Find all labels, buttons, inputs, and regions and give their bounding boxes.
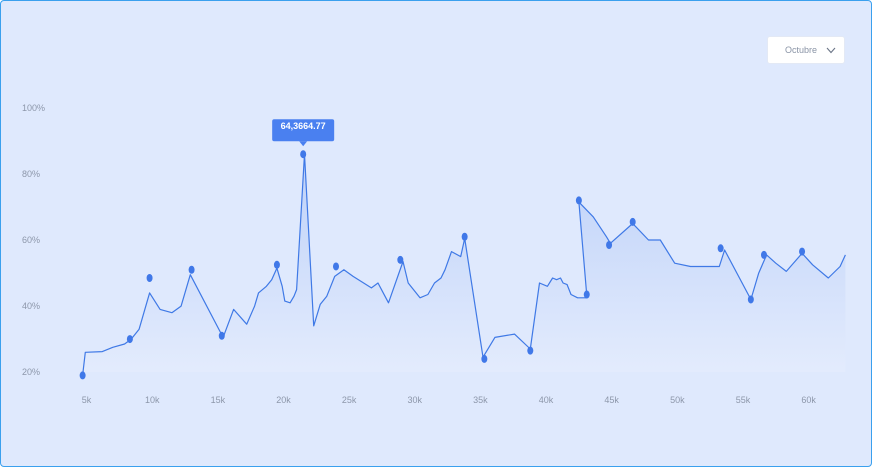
data-point[interactable] bbox=[126, 335, 133, 344]
tooltip-pointer bbox=[299, 141, 308, 147]
y-tick-label: 80% bbox=[22, 169, 40, 179]
tooltip-layer: 64,3664.77 bbox=[272, 119, 335, 147]
x-tick-label: 45k bbox=[604, 395, 619, 405]
tooltip: 64,3664.77 bbox=[272, 119, 335, 147]
y-tick-label: 20% bbox=[22, 367, 40, 377]
data-point[interactable] bbox=[146, 274, 153, 283]
month-dropdown-label: Octubre bbox=[785, 45, 818, 55]
x-tick-label: 60k bbox=[801, 395, 816, 405]
month-dropdown[interactable]: Octubre bbox=[767, 36, 845, 64]
y-tick-label: 100% bbox=[22, 103, 45, 113]
x-tick-label: 5k bbox=[82, 395, 92, 405]
data-point[interactable] bbox=[273, 260, 280, 269]
data-point[interactable] bbox=[333, 262, 339, 271]
tooltip-box bbox=[272, 119, 335, 142]
series-line bbox=[82, 153, 846, 376]
x-tick-label: 30k bbox=[408, 395, 423, 405]
x-axis: 5k 10k 15k 20k 25k 30k 35k 40k 45k 50k 55k 60k bbox=[82, 395, 817, 405]
data-point[interactable] bbox=[575, 196, 582, 205]
x-tick-label: 15k bbox=[211, 395, 226, 405]
data-point[interactable] bbox=[799, 247, 806, 256]
data-point[interactable] bbox=[760, 250, 767, 259]
data-point[interactable] bbox=[481, 354, 488, 363]
data-point[interactable] bbox=[79, 371, 86, 380]
series-markers bbox=[79, 150, 806, 380]
y-axis: 20% 40% 60% 80% 100% bbox=[22, 103, 45, 377]
data-point[interactable] bbox=[717, 244, 724, 253]
data-point[interactable] bbox=[397, 255, 404, 264]
data-point[interactable] bbox=[461, 232, 468, 241]
data-point[interactable] bbox=[747, 295, 754, 304]
data-point[interactable] bbox=[188, 265, 195, 274]
x-tick-label: 55k bbox=[736, 395, 751, 405]
x-tick-label: 35k bbox=[473, 395, 488, 405]
x-tick-label: 50k bbox=[670, 395, 685, 405]
y-tick-label: 60% bbox=[22, 235, 40, 245]
data-point[interactable] bbox=[218, 331, 225, 340]
x-tick-label: 20k bbox=[276, 395, 291, 405]
y-tick-label: 40% bbox=[22, 301, 40, 311]
tooltip-text: 64,3664.77 bbox=[281, 121, 326, 131]
chevron-down-icon bbox=[826, 47, 836, 54]
x-tick-label: 10k bbox=[145, 395, 160, 405]
data-point[interactable] bbox=[606, 241, 613, 249]
x-tick-label: 25k bbox=[342, 395, 357, 405]
data-point[interactable] bbox=[300, 150, 307, 159]
x-tick-label: 40k bbox=[539, 395, 554, 405]
data-point[interactable] bbox=[583, 290, 590, 299]
series-area bbox=[82, 154, 846, 376]
data-point[interactable] bbox=[527, 346, 534, 355]
data-point[interactable] bbox=[629, 217, 636, 226]
